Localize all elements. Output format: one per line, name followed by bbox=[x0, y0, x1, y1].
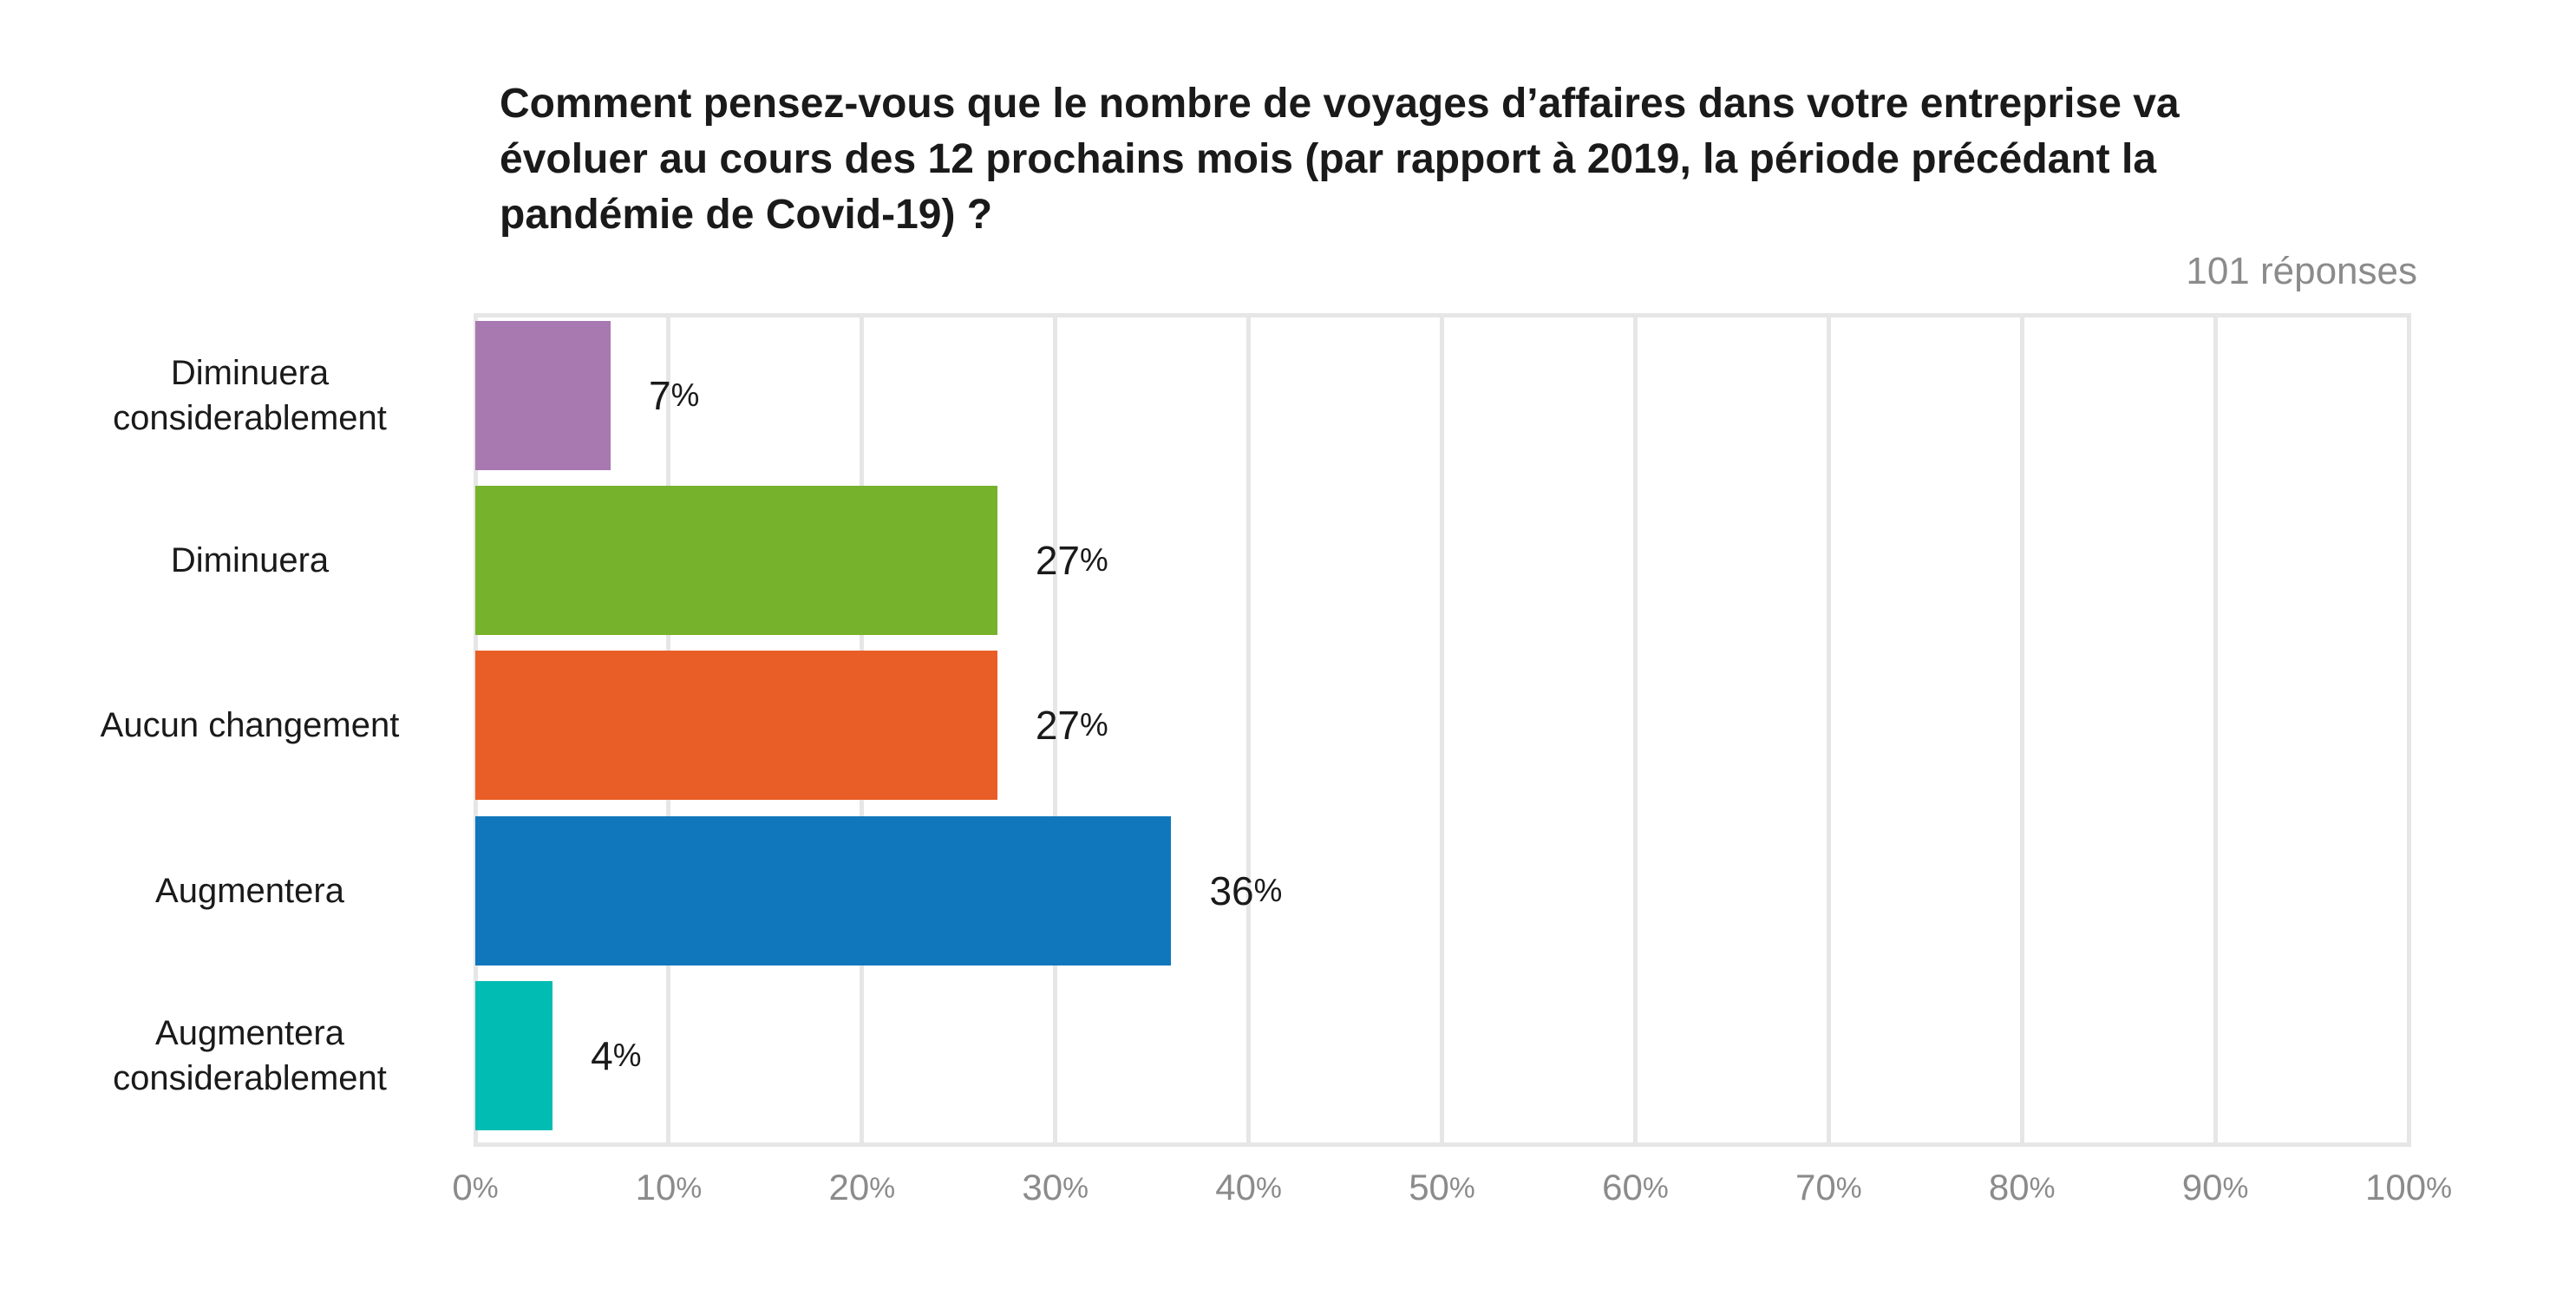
chart-title: Comment pensez-vous que le nombre de voy… bbox=[500, 76, 2226, 243]
gridline-x-70 bbox=[1826, 317, 1831, 1142]
category-label: Augmentera considerablement bbox=[113, 1013, 387, 1097]
gridline-x-80 bbox=[2019, 317, 2024, 1142]
x-tick-label: 30% bbox=[1022, 1167, 1089, 1208]
bar-augmentera bbox=[475, 815, 1172, 965]
category-label: Diminuera bbox=[170, 541, 330, 580]
chart-title-line-2: évoluer au cours des 12 prochains mois (… bbox=[500, 136, 2157, 182]
gridline-x-30 bbox=[1053, 317, 1058, 1142]
responses-count: 101 réponses bbox=[2186, 250, 2417, 292]
plot-top-border bbox=[473, 313, 2411, 317]
chart-title-line-3: pandémie de Covid-19) ? bbox=[500, 192, 993, 238]
gridline-x-60 bbox=[1632, 317, 1638, 1142]
x-tick-label: 40% bbox=[1215, 1167, 1282, 1208]
gridline-x-100 bbox=[2406, 317, 2411, 1142]
gridline-x-90 bbox=[2213, 317, 2218, 1142]
x-tick-label: 10% bbox=[635, 1167, 703, 1208]
bar-aucun-changement bbox=[475, 651, 997, 801]
value-label: 27% bbox=[1035, 703, 1108, 749]
bar-diminuera bbox=[475, 486, 997, 636]
category-label: Diminuera considerablement bbox=[113, 354, 387, 437]
chart-title-line-1: Comment pensez-vous que le nombre de voy… bbox=[500, 81, 2180, 127]
x-axis-baseline bbox=[473, 1142, 2411, 1147]
category-label: Augmentera bbox=[155, 871, 344, 910]
value-label: 4% bbox=[591, 1032, 642, 1078]
bar-augmentera-considerablement bbox=[475, 980, 553, 1130]
category-label: Aucun changement bbox=[100, 706, 400, 745]
x-tick-label: 80% bbox=[1988, 1167, 2056, 1208]
x-tick-label: 90% bbox=[2181, 1167, 2249, 1208]
value-label: 27% bbox=[1035, 538, 1108, 584]
value-label: 36% bbox=[1209, 867, 1283, 913]
bar-diminuera-considerablement bbox=[475, 321, 611, 470]
x-tick-label: 0% bbox=[452, 1167, 499, 1208]
x-tick-label: 60% bbox=[1602, 1167, 1669, 1208]
gridline-x-50 bbox=[1440, 317, 1444, 1142]
x-tick-label: 100% bbox=[2365, 1167, 2452, 1208]
x-tick-label: 50% bbox=[1409, 1167, 1475, 1208]
x-tick-label: 20% bbox=[828, 1167, 896, 1208]
x-tick-label: 70% bbox=[1795, 1167, 1862, 1208]
value-label: 7% bbox=[649, 373, 700, 418]
gridline-x-40 bbox=[1246, 317, 1252, 1142]
